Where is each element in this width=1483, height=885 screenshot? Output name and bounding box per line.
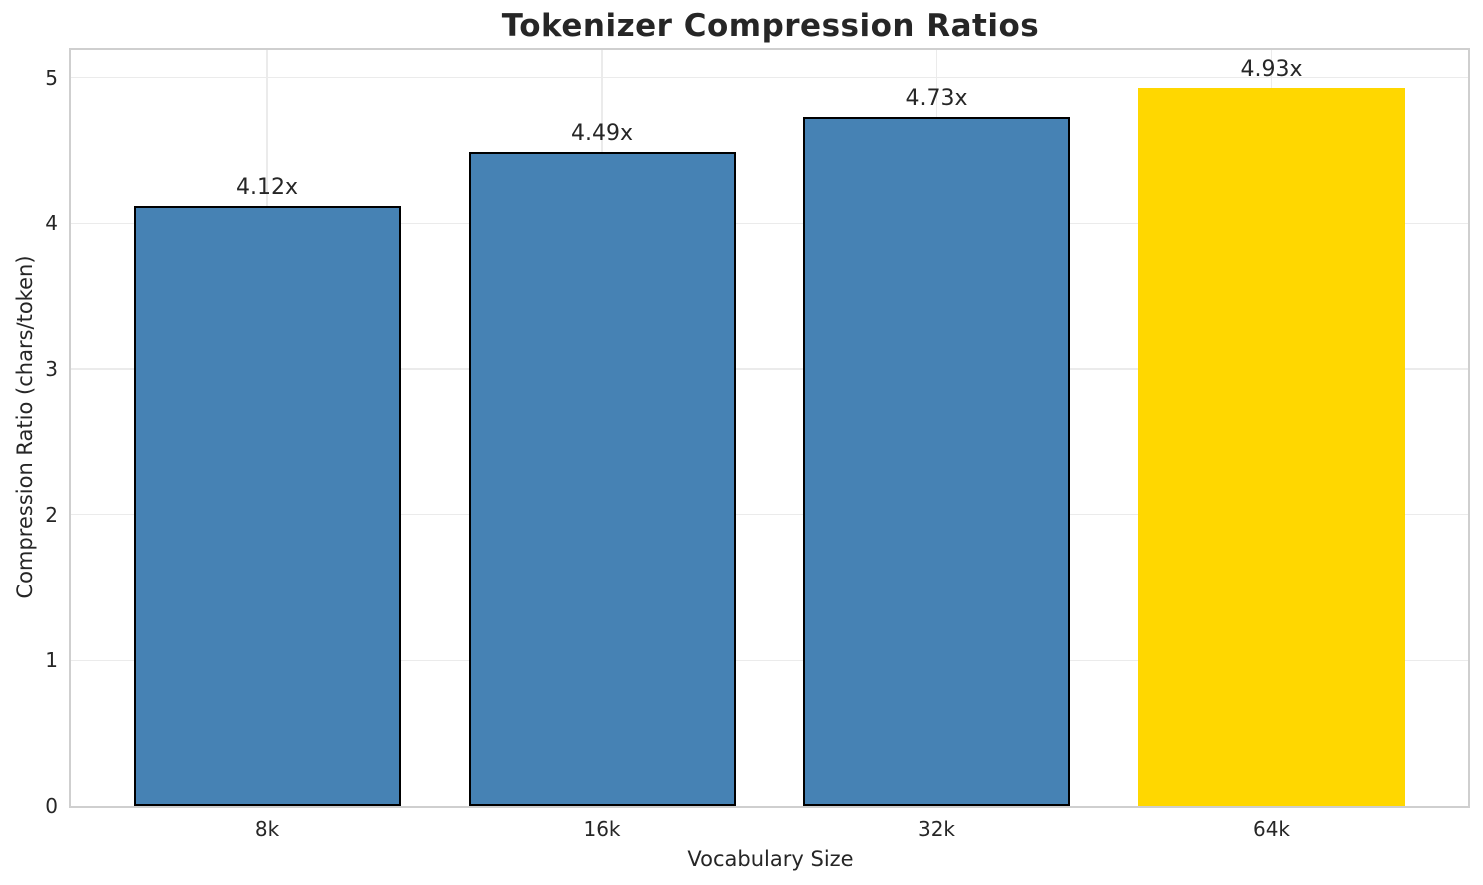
- x-tick-label: 8k: [254, 817, 280, 841]
- chart-title: Tokenizer Compression Ratios: [501, 8, 1040, 44]
- bar-64k: [1138, 87, 1405, 806]
- bar-value-label: 4.12x: [235, 174, 298, 200]
- horizontal-gridline: [71, 513, 1468, 516]
- y-tick-label: 0: [45, 794, 58, 818]
- y-tick-label: 4: [45, 211, 58, 236]
- x-tick-label: 32k: [917, 817, 956, 841]
- plot-area: 4.12x 4.49x 4.73x 4.93x: [69, 48, 1470, 808]
- bar-value-label: 4.49x: [570, 120, 633, 146]
- horizontal-gridline: [71, 76, 1468, 79]
- horizontal-gridline: [71, 368, 1468, 370]
- bar-value-label: 4.73x: [905, 86, 968, 111]
- y-tick-label: 2: [45, 502, 58, 527]
- y-axis-label: Compression Ratio (chars/token): [13, 255, 37, 599]
- bar-32k: [803, 117, 1070, 806]
- x-axis-label: Vocabulary Size: [687, 847, 854, 871]
- y-tick-label: 5: [45, 65, 58, 90]
- y-tick-label: 3: [45, 357, 58, 381]
- bar-value-label: 4.93x: [1240, 56, 1303, 82]
- x-tick-label: 64k: [1252, 817, 1291, 841]
- horizontal-gridline: [71, 222, 1468, 225]
- bar-16k: [468, 151, 736, 806]
- x-tick-label: 16k: [583, 817, 621, 841]
- y-tick-label: 1: [45, 648, 58, 673]
- horizontal-gridline: [71, 659, 1468, 662]
- bar-8k: [133, 205, 401, 806]
